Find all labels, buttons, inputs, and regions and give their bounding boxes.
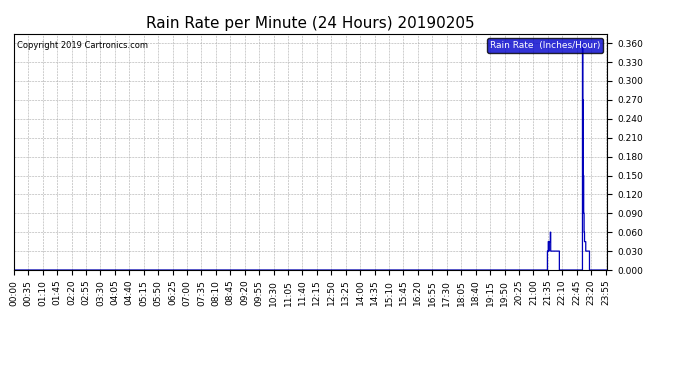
Title: Rain Rate per Minute (24 Hours) 20190205: Rain Rate per Minute (24 Hours) 20190205 [146,16,475,31]
Text: Copyright 2019 Cartronics.com: Copyright 2019 Cartronics.com [17,41,148,50]
Legend: Rain Rate  (Inches/Hour): Rain Rate (Inches/Hour) [487,38,602,53]
